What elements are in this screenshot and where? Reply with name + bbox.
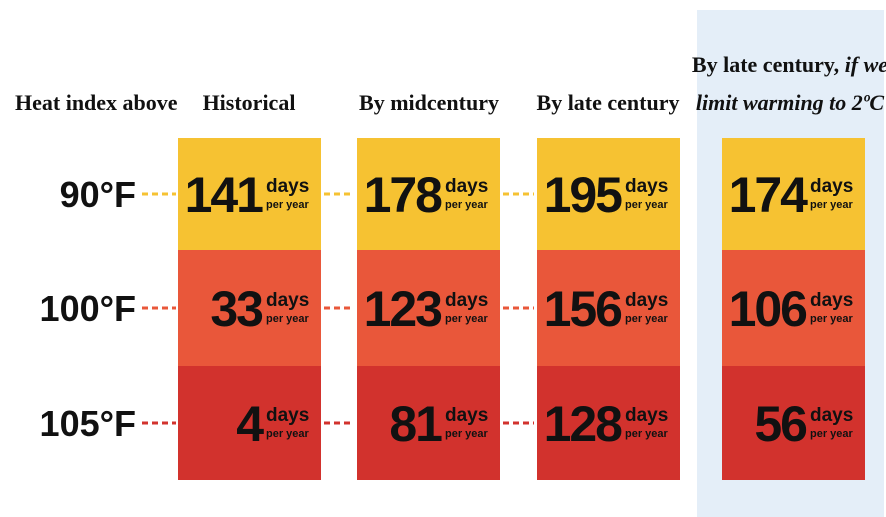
cell-value: 33: [210, 281, 262, 337]
cell: [537, 138, 680, 250]
cell-unit: days: [445, 176, 488, 197]
cell-unit: days: [445, 290, 488, 311]
row-header: Heat index above: [15, 90, 178, 115]
column-header: By midcentury: [359, 90, 499, 115]
header-part: By late century,: [692, 52, 845, 77]
cell-unit: days: [266, 290, 309, 311]
cell-unit: days: [266, 176, 309, 197]
row-label: 100°F: [40, 288, 136, 329]
cell-unit-sub: per year: [445, 428, 489, 440]
header-part: limit warming to 2ºC: [696, 90, 884, 115]
cell-unit-sub: per year: [266, 313, 310, 325]
header-part: if we: [845, 52, 886, 77]
row-label: 105°F: [40, 403, 136, 444]
cell: [357, 366, 500, 480]
cell-unit: days: [810, 405, 853, 426]
cell: [178, 366, 321, 480]
cell: [357, 250, 500, 366]
last-column-header: By late century, if we limit warming to 2…: [692, 52, 886, 115]
cell-unit: days: [625, 176, 668, 197]
cell-value: 128: [544, 396, 623, 452]
cell-value: 106: [729, 281, 807, 337]
cell: [178, 250, 321, 366]
cell: [178, 138, 321, 250]
cell: [537, 250, 680, 366]
cell-unit-sub: per year: [625, 428, 669, 440]
cell-unit: days: [266, 405, 309, 426]
cell-unit-sub: per year: [810, 428, 854, 440]
cell-value: 195: [544, 167, 623, 223]
cell-unit-sub: per year: [266, 199, 310, 211]
cell-unit: days: [625, 405, 668, 426]
column-header: Historical: [203, 90, 296, 115]
column-header: By late century: [537, 90, 680, 115]
cell-value: 123: [364, 281, 442, 337]
cell-unit-sub: per year: [810, 313, 854, 325]
cell-unit: days: [625, 290, 668, 311]
cell: [722, 250, 865, 366]
header-line: By late century, if we: [692, 52, 886, 77]
cell-value: 81: [389, 396, 442, 452]
cell-unit: days: [810, 290, 853, 311]
cell-value: 4: [236, 396, 264, 452]
cell-value: 141: [185, 167, 264, 223]
cell-unit-sub: per year: [625, 199, 669, 211]
cell-unit-sub: per year: [445, 199, 489, 211]
cell-value: 56: [754, 396, 806, 452]
cell-unit: days: [445, 405, 488, 426]
cell-unit-sub: per year: [810, 199, 854, 211]
cell-unit: days: [810, 176, 853, 197]
cell-unit-sub: per year: [266, 428, 310, 440]
cell-unit-sub: per year: [445, 313, 489, 325]
cell-value: 178: [364, 167, 443, 223]
cell-unit-sub: per year: [625, 313, 669, 325]
row-label: 90°F: [60, 174, 136, 215]
cell: [722, 366, 865, 480]
cell: [537, 366, 680, 480]
cell: [722, 138, 865, 250]
header-line: limit warming to 2ºC: [696, 90, 884, 115]
cell: [357, 138, 500, 250]
cell-value: 156: [544, 281, 622, 337]
cell-value: 174: [729, 167, 809, 223]
